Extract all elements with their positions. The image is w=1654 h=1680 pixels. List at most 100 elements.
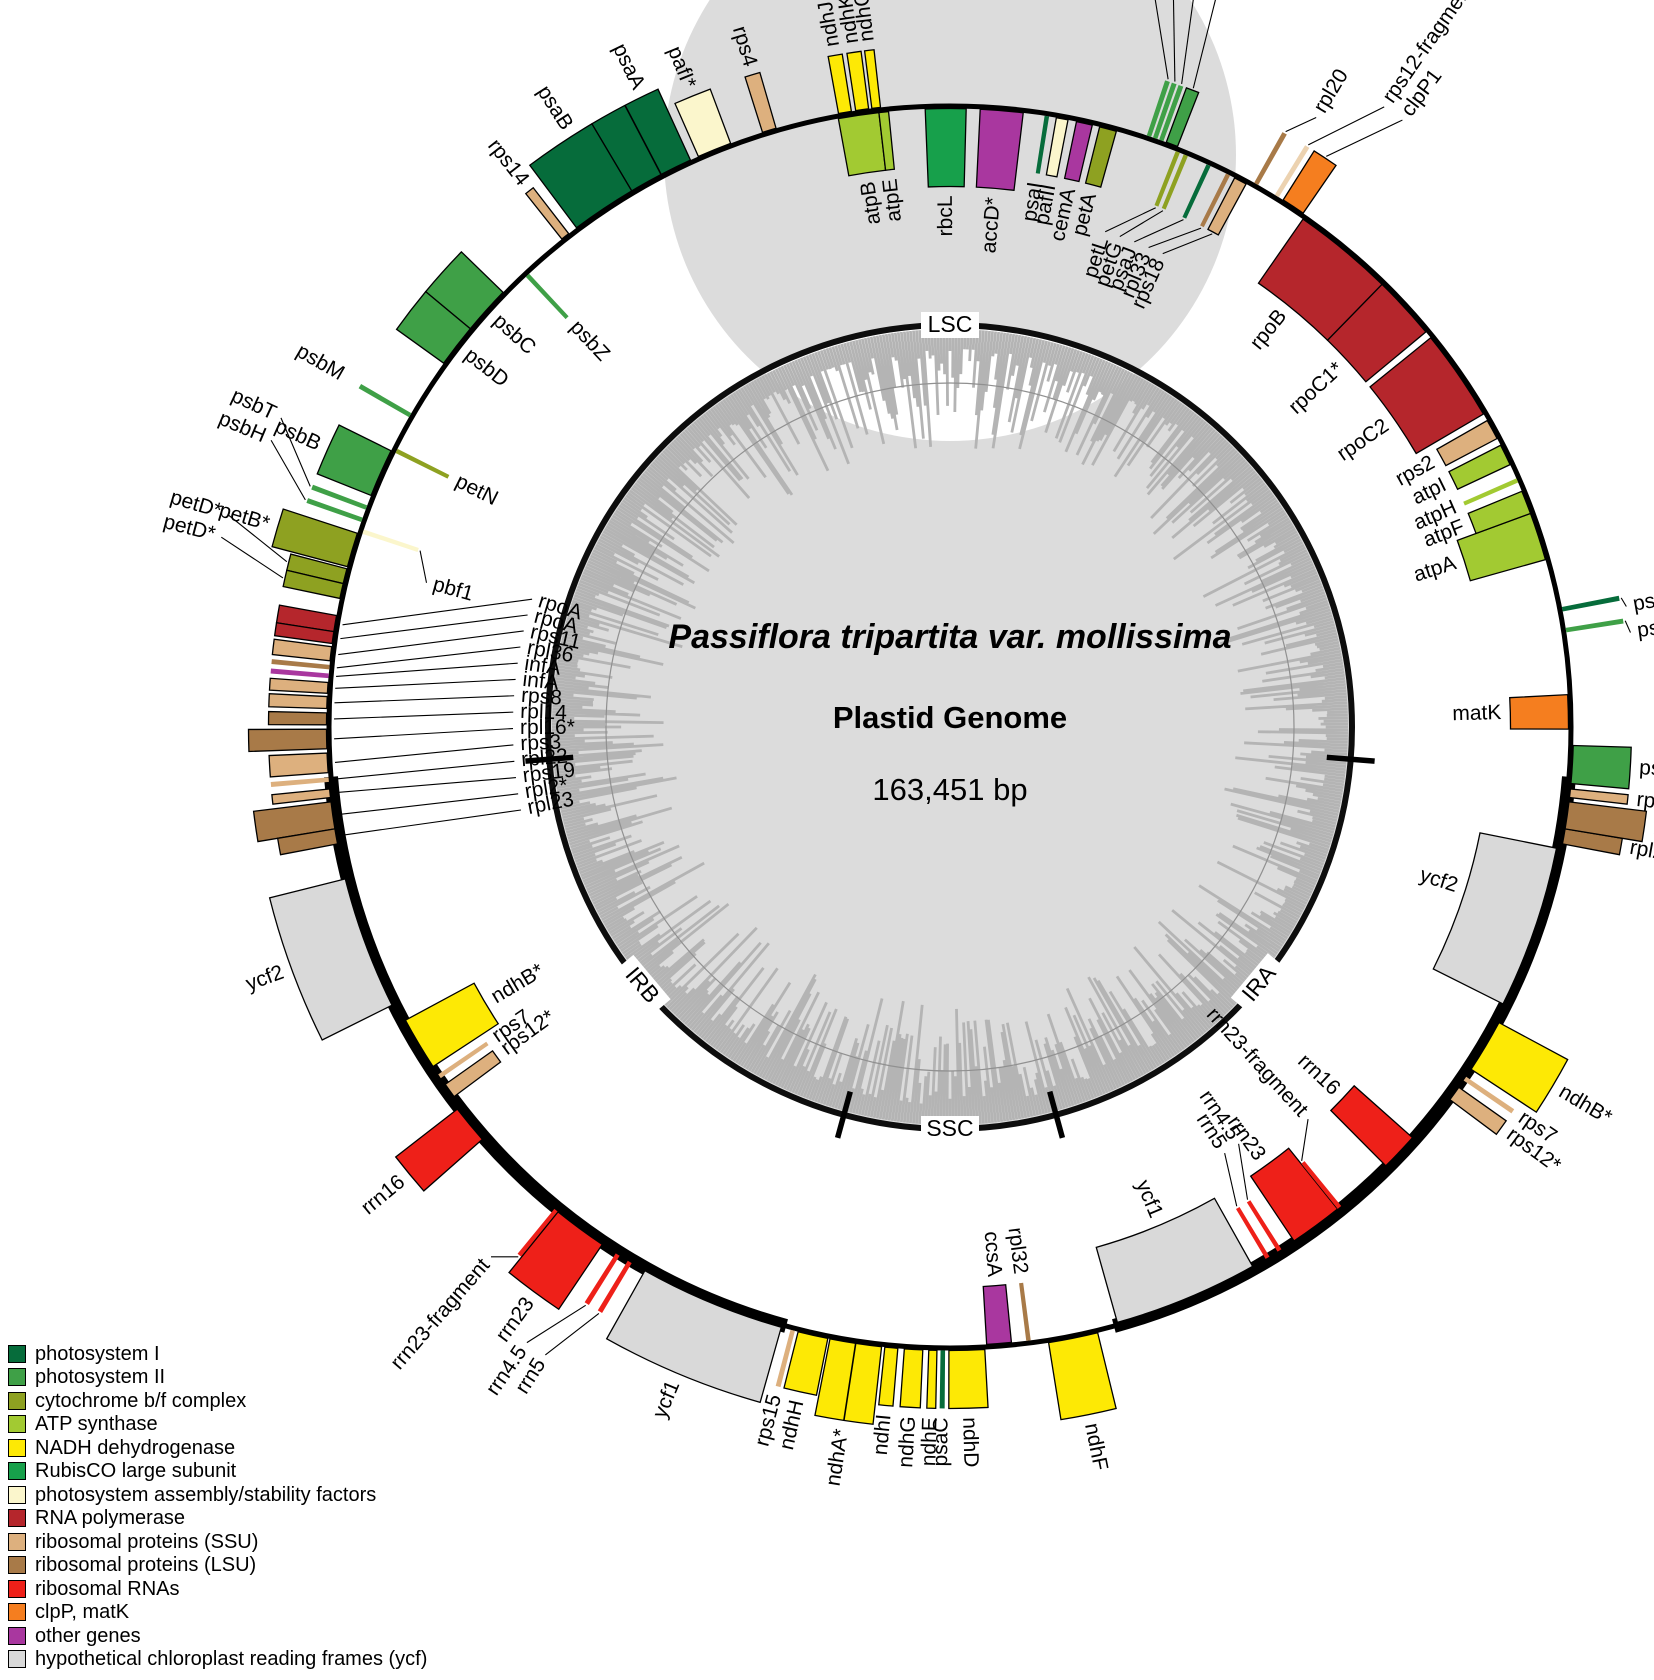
gene-box-psbZ	[525, 273, 569, 320]
gene-box-rpl32	[1019, 1282, 1031, 1341]
gene-box-rps12*	[1449, 1086, 1508, 1136]
gene-box-infA	[270, 668, 329, 679]
gene-box-infA	[268, 677, 329, 694]
gene-box-petA	[1084, 126, 1118, 188]
gene-label-rpl2*: rpl2*	[1652, 815, 1654, 844]
legend-item-cyt: cytochrome b/f complex	[8, 1389, 427, 1413]
leader-psbT	[280, 417, 311, 487]
gene-box-psaA	[590, 88, 692, 192]
leader-clpP1	[1326, 119, 1403, 157]
gene-box-rps7	[438, 1041, 489, 1079]
gene-box-ndhK	[846, 50, 870, 112]
gene-box-ycf1	[605, 1269, 783, 1404]
gene-box-atpA	[1456, 512, 1547, 582]
gene-box-ccsA	[982, 1284, 1013, 1346]
gene-box-psbD	[395, 290, 472, 365]
gene-box-ndhJ	[827, 53, 853, 115]
gene-box-rrn23-fragment	[517, 1208, 558, 1257]
gene-box-ycf1	[1095, 1197, 1254, 1324]
leader-rps12-fragment	[1308, 106, 1385, 146]
leader-psbI	[1620, 597, 1627, 607]
gene-box-ndhI	[878, 1346, 899, 1407]
legend-label-ps1: photosystem I	[35, 1342, 160, 1365]
leader-rrn4.5	[1238, 1143, 1249, 1200]
gene-divider-ndhA*	[843, 1343, 857, 1421]
leader-rps19	[337, 777, 516, 794]
legend-swatch-atp	[8, 1415, 26, 1434]
leader-rrn5	[545, 1312, 600, 1356]
leader-rpl14	[334, 711, 514, 720]
gene-box-rbcL	[924, 107, 967, 188]
legend-label-clp: clpP, matK	[35, 1601, 130, 1624]
gene-box-petL	[1154, 151, 1180, 207]
gene-label-psbM: psbM	[292, 339, 348, 385]
legend-label-lsu: ribosomal proteins (LSU)	[35, 1554, 257, 1577]
gene-label-rps19: rps19	[1635, 788, 1654, 816]
gene-box-ndhB*	[404, 982, 500, 1068]
leader-rpl36	[336, 646, 521, 669]
gene-box-rrn4.5	[584, 1253, 620, 1305]
leader-infA	[336, 662, 518, 677]
gene-box-atpI	[1448, 444, 1511, 491]
gene-label-psbA: psbA	[1639, 756, 1654, 782]
gene-box-ndhB*	[1470, 1021, 1569, 1114]
legend-item-rrna: ribosomal RNAs	[8, 1577, 427, 1601]
legend-swatch-ps1	[8, 1344, 26, 1363]
gene-box-rpl23	[276, 828, 339, 856]
gene-box-psbA	[1570, 744, 1632, 790]
gene-box-petB*	[271, 508, 359, 568]
gene-label-rpoC2: rpoC2	[1333, 414, 1393, 465]
legend-swatch-ps2	[8, 1368, 26, 1387]
gene-box-ndhC	[863, 49, 882, 110]
gene-box-petG	[1161, 154, 1188, 210]
gene-box-rps7	[1463, 1076, 1515, 1114]
leader-psaJ	[1134, 219, 1184, 243]
gene-label-psbD: psbD	[460, 344, 513, 392]
gene-box-rrn5	[1235, 1206, 1270, 1259]
leader-psbF	[1181, 0, 1194, 85]
gene-box-atpF	[1467, 490, 1532, 535]
gene-box-rps12-fragment	[1274, 145, 1310, 198]
gene-box-rps3	[268, 752, 329, 778]
legend-item-rnap: RNA polymerase	[8, 1507, 427, 1531]
gene-label-infA: infA	[521, 668, 559, 695]
gene-box-cemA	[1063, 120, 1094, 183]
gene-divider-psaA	[624, 104, 662, 175]
gene-label-rpoC1*: rpoC1*	[1284, 357, 1348, 418]
genome-size-label: 163,451 bp	[872, 772, 1028, 807]
gene-box-rrn23	[1249, 1147, 1339, 1242]
legend-label-cyt: cytochrome b/f complex	[35, 1389, 247, 1412]
gene-box-psbM	[358, 383, 412, 418]
inverted-repeat-arc-b	[324, 776, 788, 1333]
legend-swatch-cyt	[8, 1391, 26, 1410]
genome-circle	[326, 103, 1574, 1351]
leader-rpl20	[1285, 117, 1317, 133]
gene-box-rps15	[775, 1329, 795, 1388]
legend-item-ps1: photosystem I	[8, 1342, 427, 1366]
gene-label-ndhC: ndhC	[850, 0, 879, 43]
gene-box-psaJ	[1182, 164, 1211, 219]
gene-label-ndhD: ndhD	[958, 1417, 982, 1468]
gene-box-rrn16	[1329, 1084, 1414, 1167]
gene-label-rps3: rps3	[520, 731, 562, 756]
leader-petL	[1104, 207, 1156, 233]
gene-label-ccsA: ccsA	[980, 1230, 1007, 1277]
gene-box-psbK	[1565, 618, 1624, 633]
gene-box-ndhH	[783, 1330, 829, 1397]
legend-item-rbc: RubisCO large subunit	[8, 1460, 427, 1484]
gene-box-pafI*	[674, 88, 732, 158]
gene-label-psbI: psbI	[1631, 586, 1654, 616]
leader-infA	[335, 678, 516, 689]
legend-label-ps2: photosystem II	[35, 1366, 166, 1389]
gene-box-psbF	[1159, 84, 1184, 142]
gene-label-atpA: atpA	[1411, 551, 1459, 586]
gene-label-rps14: rps14	[483, 135, 534, 191]
legend-label-rbc: RubisCO large subunit	[35, 1460, 237, 1483]
gene-box-petD*	[282, 569, 345, 600]
leader-psbE	[1192, 0, 1216, 89]
leader-rrn23-fragment	[1301, 1119, 1309, 1161]
legend-label-rnap: RNA polymerase	[35, 1507, 186, 1530]
svg-text:LSC: LSC	[928, 311, 973, 337]
region-label-SSC: SSC	[921, 1115, 979, 1142]
